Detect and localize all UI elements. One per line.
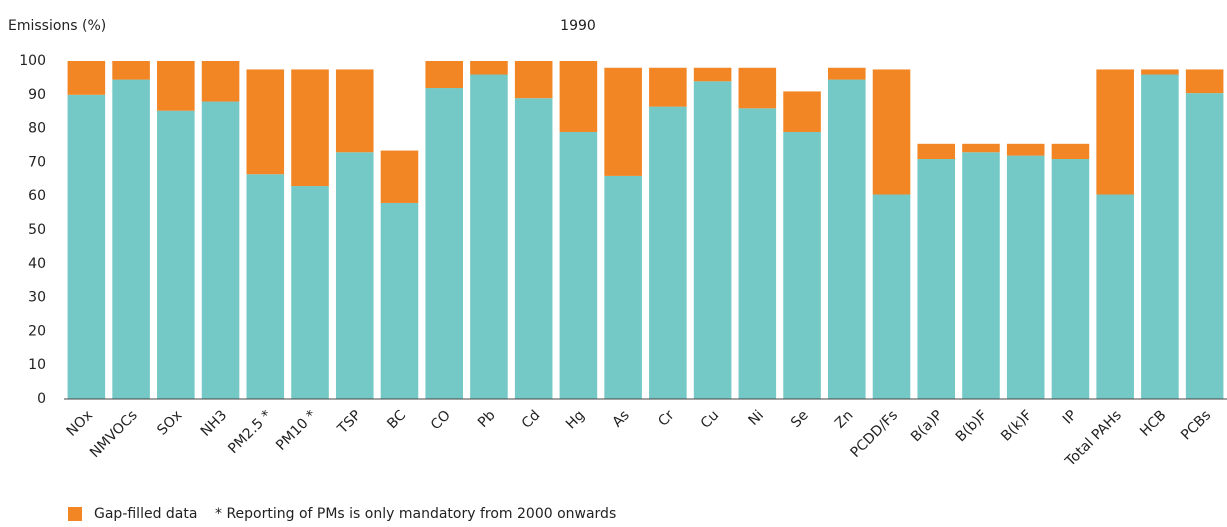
- x-tick-label: Hg: [563, 407, 588, 432]
- bar-segment: [559, 61, 598, 132]
- bar-segment: [738, 108, 777, 399]
- bar-segment: [112, 79, 150, 399]
- bar-segment: [783, 131, 821, 400]
- bar-segment: [1096, 194, 1134, 399]
- y-tick-label: 90: [28, 87, 46, 103]
- x-tick-label: HCB: [1137, 407, 1169, 439]
- x-tick-label: Pb: [475, 407, 499, 431]
- legend-swatch: [68, 507, 82, 521]
- x-tick-label: CO: [428, 407, 454, 433]
- bar-segment: [67, 61, 106, 95]
- chart-title: 1990: [560, 18, 596, 34]
- bar-segment: [335, 69, 374, 153]
- x-tick-label: Zn: [832, 407, 856, 431]
- y-tick-label: 40: [28, 256, 46, 272]
- bar-segment: [335, 152, 374, 399]
- y-tick-label: 70: [28, 154, 46, 170]
- x-tick-label: IP: [1060, 407, 1080, 427]
- bar-segment: [246, 174, 285, 399]
- bar-segment: [201, 61, 240, 102]
- bar-segment: [828, 79, 866, 399]
- bar-segment: [693, 81, 732, 399]
- bar-segment: [201, 101, 240, 399]
- x-tick-label: Ni: [746, 407, 767, 428]
- bar-segment: [470, 61, 508, 75]
- bar-segment: [380, 150, 419, 203]
- bar-segment: [1185, 69, 1224, 94]
- bar-segment: [872, 194, 911, 399]
- bar-segment: [514, 98, 553, 400]
- y-tick-label: 0: [37, 391, 46, 407]
- x-tick-label: B(k)F: [998, 407, 1035, 444]
- x-tick-label: NH3: [198, 407, 230, 439]
- x-tick-label: PCDD/Fs: [848, 407, 902, 461]
- y-tick-label: 20: [28, 323, 46, 339]
- bar-segment: [1006, 143, 1045, 156]
- bar-segment: [291, 186, 329, 399]
- x-tick-label: PCBs: [1178, 407, 1214, 443]
- x-tick-label: Se: [788, 407, 812, 431]
- bar-segment: [604, 67, 642, 176]
- bar-segment: [962, 152, 1000, 399]
- bar-segment: [604, 175, 642, 399]
- x-tick-label: B(a)P: [908, 407, 946, 445]
- x-tick-label: B(b)F: [953, 407, 991, 445]
- x-tick-label: TSP: [334, 407, 364, 437]
- bar-segment: [380, 202, 419, 399]
- y-tick-label: 50: [28, 222, 46, 238]
- bar-segment: [291, 69, 329, 187]
- x-tick-label: Cu: [698, 407, 723, 432]
- bar-segment: [559, 131, 598, 400]
- bar-segment: [514, 61, 553, 99]
- bar-segment: [1141, 69, 1179, 75]
- bar-segment: [1185, 93, 1224, 400]
- bar-segment: [112, 61, 150, 80]
- bar-segment: [157, 110, 195, 399]
- note: * Reporting of PMs is only mandatory fro…: [215, 506, 616, 522]
- x-tick-label: NOx: [64, 407, 96, 439]
- bar-segment: [962, 143, 1000, 153]
- y-tick-label: 30: [28, 290, 46, 306]
- x-tick-label: NMVOCs: [87, 407, 141, 461]
- y-tick-label: 80: [28, 121, 46, 137]
- legend-label: Gap-filled data: [94, 506, 197, 522]
- x-tick-label: PM2.5 *: [225, 407, 275, 457]
- bar-segment: [1006, 155, 1045, 399]
- bar-segment: [828, 67, 866, 80]
- bar-segment: [1141, 74, 1179, 400]
- y-tick-label: 100: [19, 53, 46, 69]
- bar-segment: [917, 143, 956, 160]
- bar-segment: [246, 69, 285, 175]
- bar-segment: [649, 106, 687, 399]
- bar-segment: [783, 91, 821, 132]
- y-axis-label: Emissions (%): [8, 18, 106, 34]
- x-tick-label: Cd: [519, 407, 544, 432]
- bar-segment: [470, 74, 508, 400]
- x-tick-label: As: [610, 407, 633, 430]
- x-tick-label: PM10 *: [273, 407, 320, 454]
- x-tick-label: SOx: [154, 407, 185, 438]
- bar-segment: [738, 67, 777, 109]
- bar-segment: [157, 61, 195, 111]
- y-tick-label: 10: [28, 357, 46, 373]
- x-tick-label: Cr: [655, 407, 677, 429]
- bar-segment: [872, 69, 911, 195]
- bar-segment: [693, 67, 732, 82]
- bar-segment: [67, 94, 106, 400]
- bar-segment: [649, 67, 687, 107]
- bar-segment: [1096, 69, 1134, 195]
- bar-segment: [917, 159, 956, 399]
- x-tick-label: BC: [384, 407, 409, 432]
- bar-segment: [425, 61, 463, 89]
- bar-segment: [1051, 143, 1090, 160]
- bar-segment: [1051, 159, 1090, 399]
- bar-segment: [425, 88, 463, 399]
- y-tick-label: 60: [28, 188, 46, 204]
